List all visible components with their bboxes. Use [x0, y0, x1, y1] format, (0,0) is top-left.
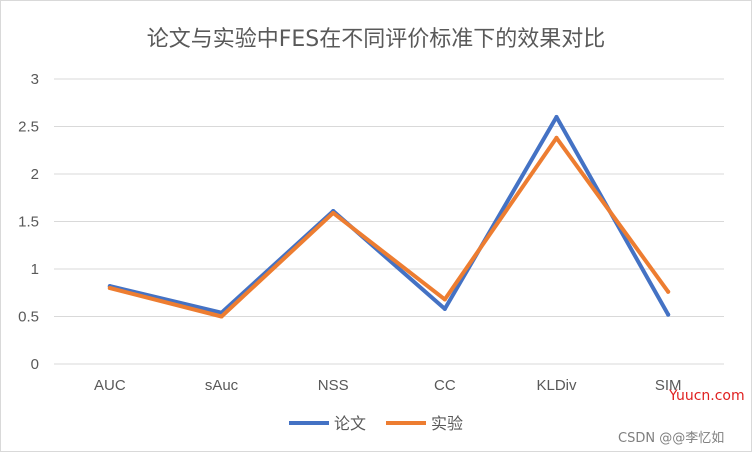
y-tick-label: 3: [31, 71, 39, 88]
series-line-2: [107, 135, 671, 319]
site-watermark: Yuucn.com: [669, 388, 745, 404]
data-point: [554, 115, 559, 119]
x-tick-label: CC: [434, 377, 456, 394]
data-point: [219, 314, 224, 319]
legend-label: 论文: [334, 414, 366, 433]
y-tick-label: 2.5: [18, 119, 39, 136]
y-tick-label: 2: [31, 166, 39, 183]
x-tick-label: sAuc: [205, 377, 239, 394]
x-tick-label: SIM: [655, 377, 682, 394]
y-tick-label: 0: [31, 356, 39, 373]
data-point: [666, 312, 671, 317]
x-tick-label: KLDiv: [536, 377, 577, 394]
y-tick-label: 0.5: [18, 309, 39, 326]
y-tick-label: 1: [31, 261, 39, 278]
data-point: [442, 306, 447, 311]
series-line-1: [107, 115, 671, 317]
x-tick-label: NSS: [318, 377, 349, 394]
author-watermark: CSDN @@李忆如: [618, 431, 725, 446]
data-point: [554, 135, 559, 140]
x-tick-label: AUC: [94, 377, 126, 394]
y-tick-label: 1.5: [18, 214, 39, 231]
chart-title: 论文与实验中FES在不同评价标准下的效果对比: [146, 27, 606, 52]
data-point: [331, 210, 336, 215]
data-point: [666, 289, 671, 294]
legend-label: 实验: [431, 414, 463, 433]
data-point: [107, 286, 112, 290]
data-point: [442, 297, 447, 302]
